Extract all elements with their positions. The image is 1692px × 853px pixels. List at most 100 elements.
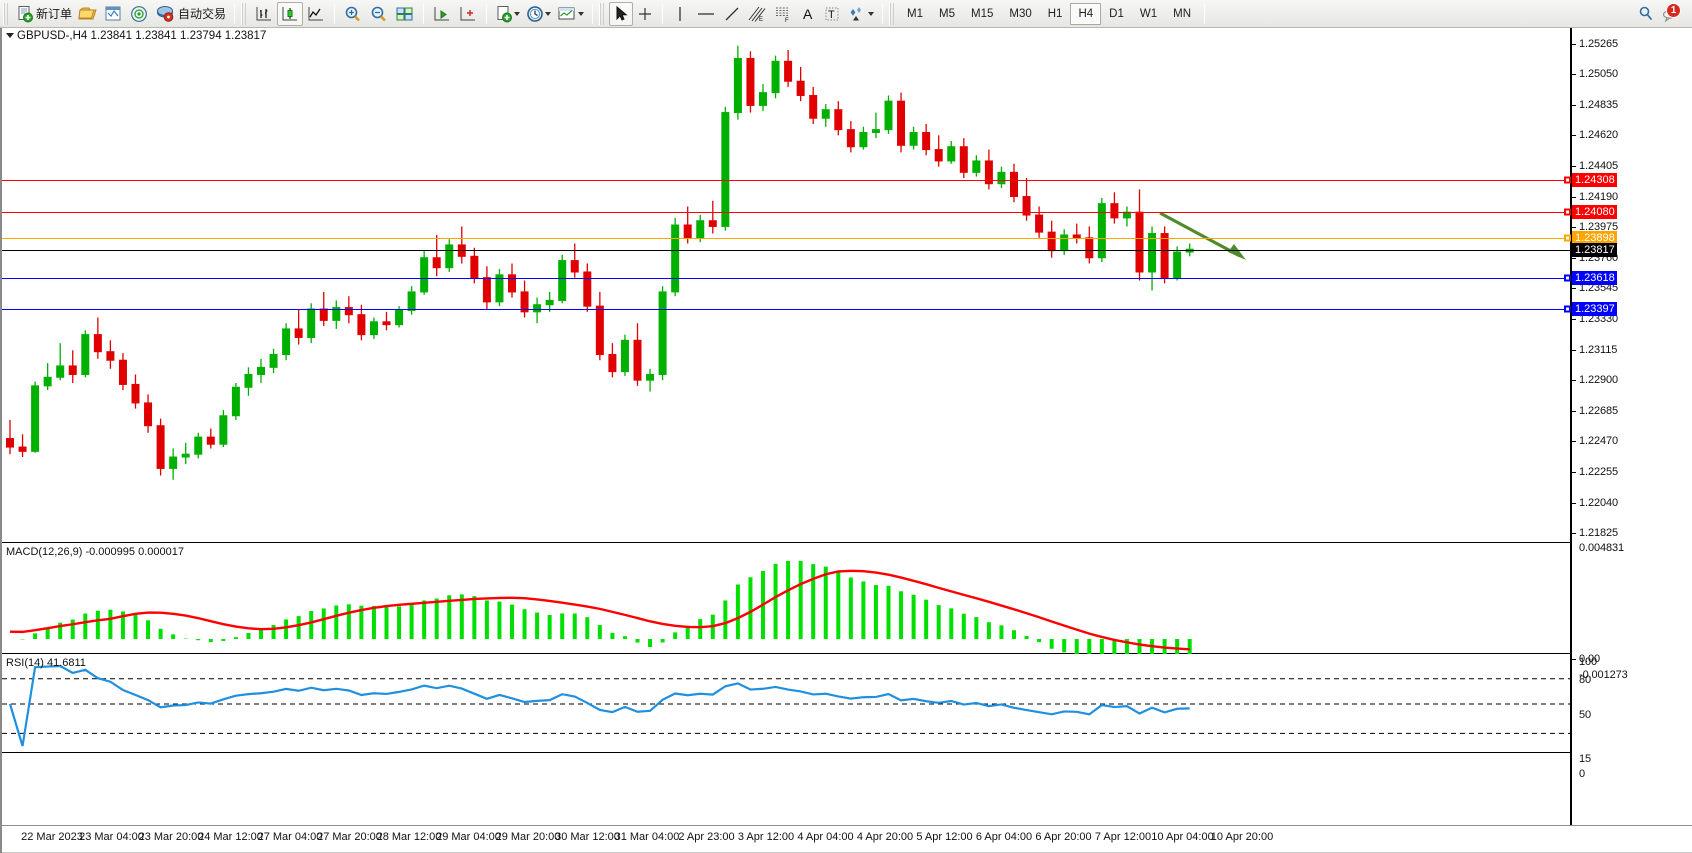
time-axis-label: 10 Apr 04:00 <box>1151 831 1214 843</box>
timeframe-m30[interactable]: M30 <box>1009 7 1032 20</box>
timeframe-toolbar-grip[interactable] <box>889 2 897 25</box>
drawing-toolbar-grip[interactable] <box>599 2 607 25</box>
price-axis-label: 1.23115 <box>1579 343 1618 356</box>
time-axis-label: 29 Mar 20:00 <box>495 831 561 843</box>
line-chart-button[interactable] <box>303 2 329 26</box>
vertical-line-button[interactable] <box>668 2 692 26</box>
time-axis-label: 10 Apr 20:00 <box>1210 831 1274 843</box>
text-button[interactable]: A <box>796 2 820 26</box>
trendline-button[interactable] <box>720 2 744 26</box>
svg-text:F: F <box>785 18 789 23</box>
fibonacci-button[interactable]: F <box>770 2 796 26</box>
crosshair-button[interactable] <box>633 2 657 26</box>
equidistant-channel-button[interactable]: E <box>744 2 770 26</box>
toolbar-grip[interactable] <box>3 2 10 25</box>
candle-body <box>1110 203 1119 219</box>
candle-body <box>495 274 504 303</box>
candle-body <box>420 257 429 293</box>
arrows-button[interactable] <box>844 2 877 26</box>
trendline-icon <box>725 7 739 20</box>
auto-scroll-button[interactable] <box>455 2 481 26</box>
time-axis-label: 6 Apr 20:00 <box>1035 831 1092 843</box>
candle-body <box>156 425 165 469</box>
candle-body <box>344 307 353 316</box>
candle-body <box>545 299 554 306</box>
zoom-in-button[interactable] <box>340 2 366 26</box>
search-button[interactable] <box>1634 2 1658 26</box>
chart-toolbar-grip[interactable] <box>241 2 249 25</box>
candle-body <box>972 160 981 173</box>
price-axis-tick <box>1572 196 1576 198</box>
candle-body <box>445 244 454 269</box>
timeframe-d1[interactable]: D1 <box>1109 7 1124 20</box>
period-dropdown-caret[interactable] <box>545 11 552 16</box>
zoom-out-button[interactable] <box>366 2 392 26</box>
timeframe-h4[interactable]: H4 <box>1070 2 1102 25</box>
chart-container[interactable]: GBPUSD-,H4 1.23841 1.23841 1.23794 1.238… <box>0 28 1692 853</box>
time-axis-label: 28 Mar 12:00 <box>376 831 442 843</box>
macd-signal-line <box>9 569 1190 651</box>
toolbar-separator-5 <box>592 3 594 24</box>
bearish-trend-arrow <box>1159 211 1246 260</box>
time-axis[interactable]: 22 Mar 2023 23 Mar 04:00 23 Mar 20:00 24 Ma… <box>2 825 1692 853</box>
price-pane[interactable]: GBPUSD-,H4 1.23841 1.23841 1.23794 1.238… <box>2 28 1570 543</box>
candle-body <box>1173 251 1182 279</box>
zoom-out-icon <box>371 6 386 21</box>
new-order-button[interactable]: 新订单 <box>13 2 75 26</box>
candle-body <box>696 220 705 239</box>
candle-body <box>959 146 968 173</box>
text-label-button[interactable]: T <box>820 2 844 26</box>
tile-windows-button[interactable] <box>392 2 418 26</box>
time-axis-label: 23 Mar 04:00 <box>79 831 144 843</box>
auto-trading-button[interactable]: 自动交易 <box>153 2 229 26</box>
profiles-button[interactable] <box>101 2 127 26</box>
timeframe-w1[interactable]: W1 <box>1139 7 1158 20</box>
price-axis[interactable]: 1.25265 1.25050 1.24835 1.24620 1.24405 1.241… <box>1572 28 1692 827</box>
templates-button[interactable] <box>554 2 587 26</box>
candle-body <box>219 415 228 445</box>
svg-text:E: E <box>759 17 763 23</box>
candle-body <box>1085 237 1094 259</box>
grid-windows-icon <box>396 7 413 20</box>
line-chart-icon <box>308 6 324 20</box>
timeframe-m1[interactable]: M1 <box>907 7 924 20</box>
timeframe-m5[interactable]: M5 <box>939 7 955 20</box>
price-axis-label: 1.24190 <box>1579 190 1619 203</box>
horizontal-line-button[interactable] <box>692 2 720 26</box>
candle-body <box>934 149 943 162</box>
chart-menu-caret[interactable] <box>6 33 14 39</box>
price-axis-tick <box>1572 380 1576 382</box>
notifications-button[interactable]: 1 <box>1658 2 1684 26</box>
candle-body <box>633 339 642 381</box>
bar-chart-button[interactable] <box>251 2 277 26</box>
chart-shift-button[interactable] <box>429 2 455 26</box>
clock-icon <box>527 5 543 22</box>
arrows-dropdown-caret[interactable] <box>868 11 875 16</box>
candle-body <box>608 354 617 373</box>
rsi-pane[interactable]: RSI(14) 41.6811 <box>2 655 1570 753</box>
macd-pane[interactable]: MACD(12,26,9) -0.000995 0.000017 <box>2 544 1570 654</box>
period-button[interactable] <box>523 2 554 26</box>
price-axis-tick <box>1572 104 1576 106</box>
cursor-button[interactable] <box>609 1 634 26</box>
candle-body <box>282 328 291 356</box>
market-watch-button[interactable] <box>127 2 153 26</box>
timeframe-m15[interactable]: M15 <box>971 7 994 20</box>
add-indicator-button[interactable] <box>492 2 523 26</box>
candle-body <box>859 131 868 148</box>
candle-body <box>407 291 416 311</box>
timeframe-mn[interactable]: MN <box>1173 7 1191 20</box>
candle-body <box>796 80 805 96</box>
timeframe-h1[interactable]: H1 <box>1047 7 1063 20</box>
candle-body <box>106 351 115 361</box>
candle-body <box>31 385 40 452</box>
candle-body <box>1010 171 1018 198</box>
candle-body <box>294 328 303 338</box>
open-chart-button[interactable] <box>75 2 101 26</box>
candle-body <box>181 453 190 458</box>
templates-dropdown-caret[interactable] <box>578 11 585 16</box>
candlestick-chart-button[interactable] <box>277 1 304 26</box>
rsi-axis-label: 100 <box>1579 656 1598 668</box>
indicator-dropdown-caret[interactable] <box>514 11 521 16</box>
price-axis-tick <box>1572 288 1576 290</box>
